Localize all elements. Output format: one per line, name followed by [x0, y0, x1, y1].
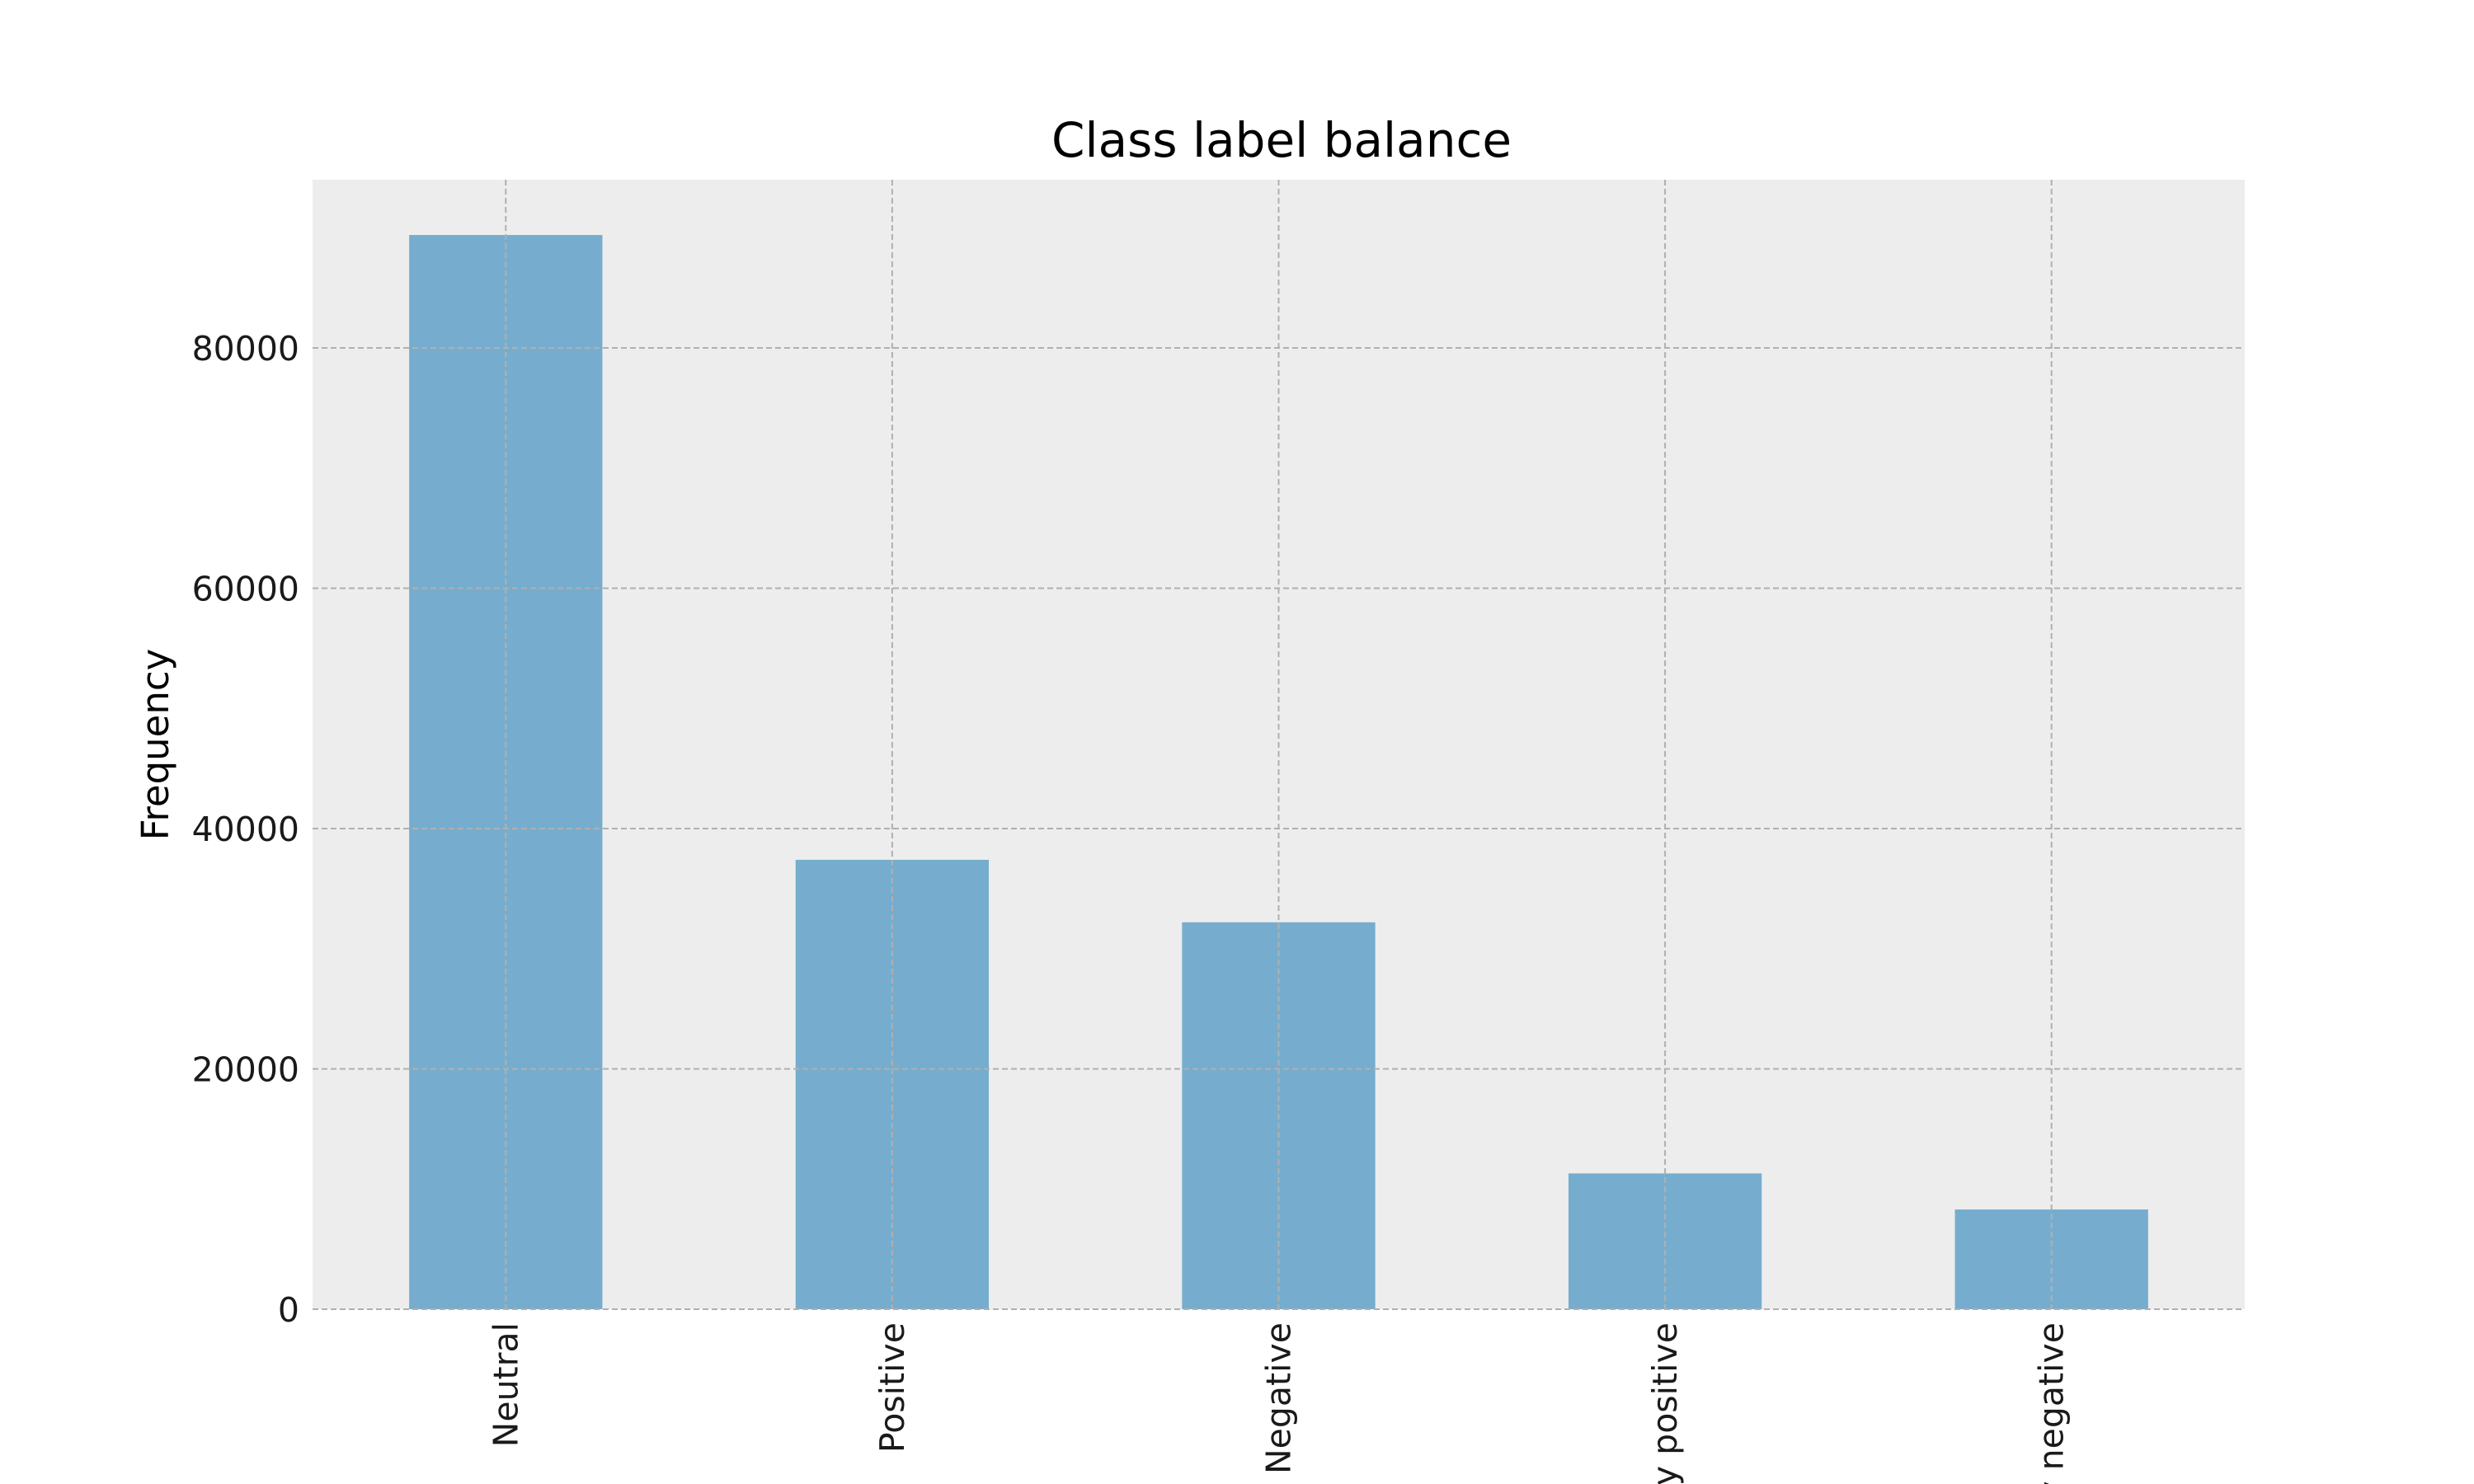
- x-tick-label: Very positive: [1645, 1322, 1685, 1484]
- y-tick-label: 20000: [192, 1050, 299, 1090]
- x-tick-label: Negative: [1259, 1322, 1299, 1474]
- y-tick-label: 80000: [192, 329, 299, 369]
- y-tick-label: 0: [278, 1290, 299, 1330]
- x-tick-label: Very negative: [2032, 1322, 2072, 1484]
- x-tick-label: Positive: [872, 1322, 912, 1453]
- y-axis-label: Frequency: [134, 649, 177, 840]
- y-tick-label: 60000: [192, 570, 299, 609]
- x-tick-label: Neutral: [486, 1322, 525, 1447]
- y-tick-label: 40000: [192, 810, 299, 849]
- chart-title: Class label balance: [1051, 112, 1512, 168]
